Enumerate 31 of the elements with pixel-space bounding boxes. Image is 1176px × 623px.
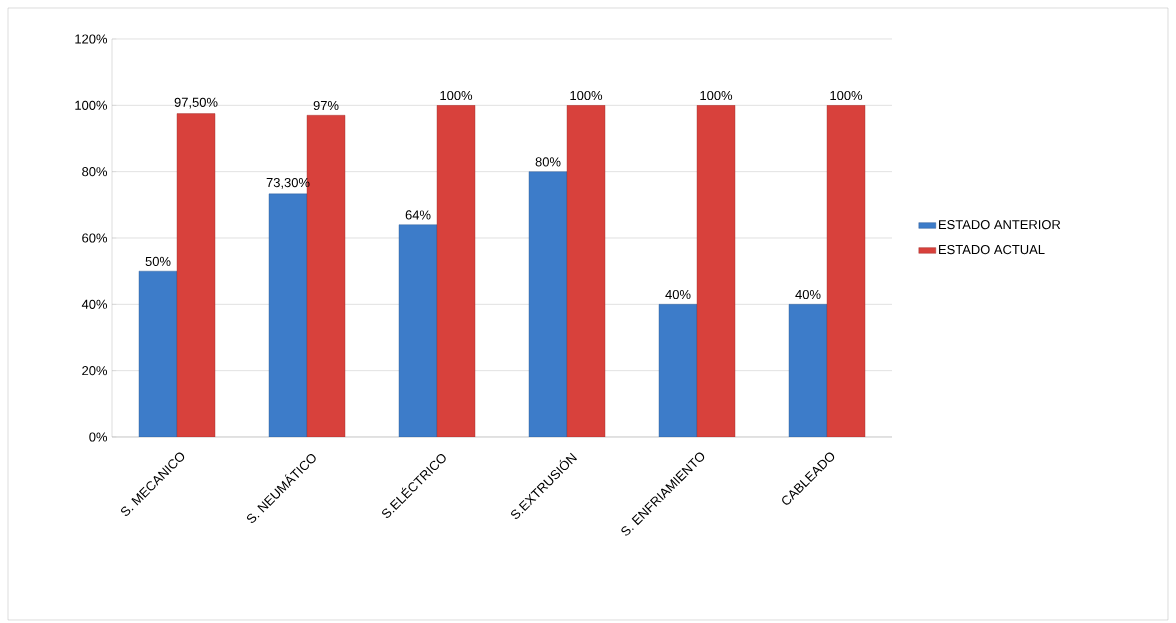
data-label: 97% [313, 100, 339, 111]
bar [528, 171, 568, 437]
y-tick-label: 0% [89, 432, 108, 442]
bar [436, 105, 476, 437]
y-tick-label: 60% [82, 233, 108, 243]
y-tick-label: 120% [75, 34, 108, 44]
data-label: 100% [440, 90, 473, 101]
data-label: 97,50% [174, 97, 218, 109]
bar [268, 193, 308, 437]
bar [566, 105, 606, 437]
data-label: 40% [795, 289, 821, 300]
bar [826, 105, 866, 437]
legend-label: ESTADO ACTUAL [939, 244, 1045, 255]
legend-label: ESTADO ANTERIOR [939, 220, 1061, 230]
data-label: 80% [535, 157, 561, 167]
data-label: 100% [570, 90, 603, 101]
bar [658, 304, 698, 437]
bar [696, 105, 736, 437]
data-label: 40% [665, 289, 691, 300]
data-label: 50% [145, 256, 171, 266]
data-label: 100% [700, 90, 733, 101]
bar [176, 113, 216, 437]
bar [398, 224, 438, 437]
bar [788, 304, 828, 437]
y-tick-label: 20% [82, 366, 108, 376]
y-tick-label: 40% [81, 299, 108, 309]
data-label: 64% [405, 210, 431, 220]
data-label: 100% [830, 90, 863, 101]
y-tick-label: 80% [82, 167, 108, 177]
y-tick-label: 100% [75, 100, 108, 110]
bar [138, 270, 178, 437]
